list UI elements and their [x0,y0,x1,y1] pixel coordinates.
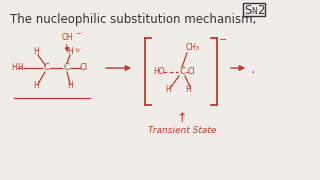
Text: CH₃: CH₃ [186,42,200,51]
Text: b⁻: b⁻ [75,48,81,53]
Text: S: S [244,4,252,17]
Text: H: H [33,82,39,91]
Text: N: N [251,7,257,16]
Text: −: − [219,35,227,45]
Text: ·: · [251,66,255,80]
Text: Cl: Cl [188,68,196,76]
Text: H: H [67,82,73,91]
Text: Transient State: Transient State [148,126,216,135]
Text: H: H [33,48,39,57]
Text: Cl: Cl [80,64,88,73]
Text: H: H [11,64,17,73]
Text: C: C [179,68,185,76]
Text: OH: OH [62,33,74,42]
Text: C: C [43,64,49,73]
Text: The nucleophilic substitution mechanism,: The nucleophilic substitution mechanism, [10,13,256,26]
Text: H: H [17,64,23,73]
Text: 2: 2 [257,4,265,17]
Text: H: H [165,86,171,94]
Text: ↑: ↑ [177,112,187,125]
Text: HO: HO [153,68,164,76]
Text: −: − [75,31,81,37]
Text: C: C [63,64,69,73]
Text: H: H [67,48,73,57]
Text: H: H [185,86,191,94]
